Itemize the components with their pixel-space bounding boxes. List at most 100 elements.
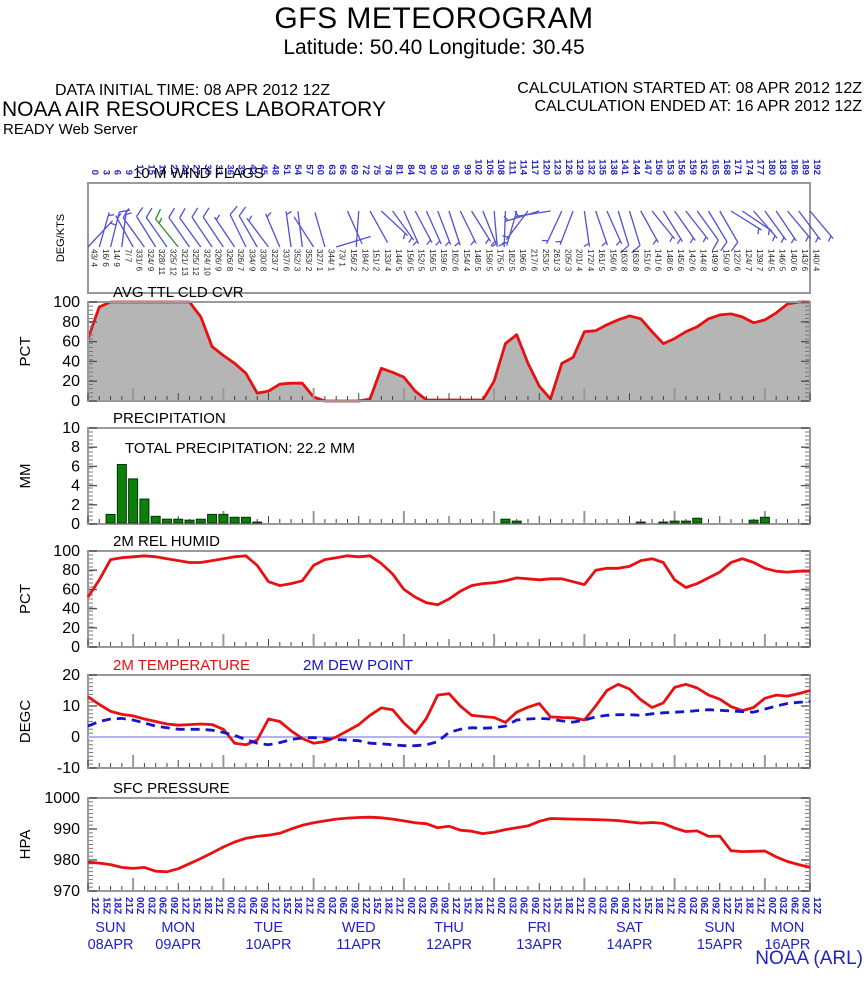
svg-text:DEGC: DEGC (17, 700, 34, 744)
svg-text:196/ 6: 196/ 6 (518, 249, 527, 272)
svg-text:03Z: 03Z (145, 897, 156, 914)
svg-text:253/ 5: 253/ 5 (541, 249, 550, 272)
svg-text:96: 96 (450, 164, 461, 175)
svg-text:20: 20 (62, 620, 80, 637)
svg-text:06Z: 06Z (157, 897, 168, 914)
svg-text:08APR: 08APR (88, 937, 134, 953)
svg-text:165: 165 (709, 159, 720, 176)
svg-text:40: 40 (62, 601, 80, 618)
svg-text:135: 135 (597, 159, 608, 176)
svg-text:10: 10 (62, 698, 80, 715)
organization-title: NOAA AIR RESOURCES LABORATORY (2, 98, 386, 121)
svg-text:184/ 2: 184/ 2 (360, 249, 369, 272)
svg-text:217/ 6: 217/ 6 (529, 249, 538, 272)
svg-text:122/ 6: 122/ 6 (733, 249, 742, 272)
svg-text:126: 126 (563, 159, 574, 175)
svg-text:138: 138 (608, 159, 619, 175)
svg-text:182/ 5: 182/ 5 (507, 249, 516, 272)
svg-text:MM: MM (17, 464, 34, 489)
svg-text:43/ 4: 43/ 4 (90, 249, 99, 267)
svg-text:0: 0 (71, 516, 80, 533)
svg-text:12Z: 12Z (811, 897, 822, 914)
svg-text:73/ 1: 73/ 1 (338, 249, 347, 267)
svg-text:189: 189 (800, 159, 811, 175)
svg-text:03Z: 03Z (416, 897, 427, 914)
svg-text:11APR: 11APR (336, 937, 381, 953)
svg-text:174: 174 (743, 159, 754, 176)
svg-text:00Z: 00Z (676, 897, 687, 914)
noaa-arl-credit: NOAA (ARL) (755, 948, 863, 969)
svg-text:324/ 10: 324/ 10 (202, 249, 211, 276)
svg-text:143/ 6: 143/ 6 (800, 249, 809, 272)
svg-text:12: 12 (134, 164, 145, 175)
svg-text:00Z: 00Z (585, 897, 596, 914)
svg-text:15Z: 15Z (371, 897, 382, 914)
svg-text:SUN: SUN (704, 920, 735, 936)
svg-text:00Z: 00Z (315, 897, 326, 914)
lat-lon-subtitle: Latitude: 50.40 Longitude: 30.45 (283, 36, 585, 59)
svg-text:144/ 5: 144/ 5 (766, 249, 775, 272)
svg-text:18Z: 18Z (653, 897, 664, 914)
svg-text:326/ 9: 326/ 9 (214, 249, 223, 272)
svg-text:60: 60 (62, 581, 80, 598)
svg-text:15: 15 (145, 164, 156, 175)
calculation-ended: CALCULATION ENDED AT: 16 APR 2012 12Z (534, 98, 862, 115)
svg-text:18Z: 18Z (202, 897, 213, 914)
svg-text:15APR: 15APR (697, 937, 743, 953)
svg-text:09Z: 09Z (439, 897, 450, 914)
svg-text:TOTAL PRECIPITATION: 22.2 MM: TOTAL PRECIPITATION: 22.2 MM (125, 440, 355, 457)
svg-text:06Z: 06Z (788, 897, 799, 914)
svg-text:0: 0 (71, 393, 80, 410)
svg-text:148/ 5: 148/ 5 (473, 249, 482, 272)
svg-text:80: 80 (62, 562, 80, 579)
svg-text:HPA: HPA (17, 830, 34, 860)
svg-text:54: 54 (292, 164, 303, 175)
svg-text:AVG TTL CLD CVR: AVG TTL CLD CVR (113, 284, 244, 301)
svg-text:142/ 6: 142/ 6 (687, 249, 696, 272)
precipitation-panel: 0 2 4 6 8 10 MM PRECIPITATION TOTAL PRECIPITATIO… (17, 410, 811, 533)
svg-text:09Z: 09Z (800, 897, 811, 914)
svg-text:PCT: PCT (17, 584, 34, 614)
svg-text:SFC PRESSURE: SFC PRESSURE (113, 780, 230, 797)
svg-text:TUE: TUE (254, 920, 283, 936)
svg-text:36: 36 (224, 164, 235, 175)
svg-text:2M TEMPERATURE: 2M TEMPERATURE (113, 657, 250, 674)
svg-text:69: 69 (348, 164, 359, 175)
svg-text:177: 177 (755, 159, 766, 175)
svg-text:161/ 5: 161/ 5 (597, 249, 606, 272)
cloud-cover-panel: 0 20 40 60 80 100 PCT AVG TTL CLD CVR (17, 284, 811, 410)
svg-text:4: 4 (71, 478, 80, 495)
svg-text:0: 0 (71, 729, 80, 746)
svg-text:145/ 6: 145/ 6 (676, 249, 685, 272)
svg-text:180: 180 (766, 159, 777, 175)
svg-text:06Z: 06Z (698, 897, 709, 914)
svg-text:144/ 5: 144/ 5 (394, 249, 403, 272)
svg-text:100: 100 (53, 294, 80, 311)
svg-text:84: 84 (405, 164, 416, 175)
svg-text:75: 75 (371, 164, 382, 175)
svg-text:970: 970 (53, 883, 80, 900)
svg-text:163/ 8: 163/ 8 (620, 249, 629, 272)
time-axis: 12Z 15Z 18Z 21Z 00Z 03Z 06Z 09Z 12Z 15Z 18Z 21Z 00Z 0… (88, 897, 822, 953)
svg-text:PCT: PCT (17, 337, 34, 367)
svg-text:15Z: 15Z (642, 897, 653, 914)
svg-text:21: 21 (168, 164, 179, 175)
page-title: GFS METEOROGRAM (274, 2, 594, 35)
svg-text:MON: MON (161, 920, 195, 936)
svg-text:154/ 4: 154/ 4 (462, 249, 471, 272)
svg-text:03Z: 03Z (597, 897, 608, 914)
svg-text:09Z: 09Z (619, 897, 630, 914)
svg-text:06Z: 06Z (518, 897, 529, 914)
svg-text:20: 20 (62, 373, 80, 390)
svg-text:3: 3 (100, 170, 111, 175)
svg-text:156/ 6: 156/ 6 (608, 249, 617, 272)
svg-text:15Z: 15Z (552, 897, 563, 914)
svg-text:18Z: 18Z (743, 897, 754, 914)
svg-text:163/ 8: 163/ 8 (631, 249, 640, 272)
svg-text:18Z: 18Z (563, 897, 574, 914)
server-name: READY Web Server (3, 121, 138, 138)
svg-text:344/ 1: 344/ 1 (326, 249, 335, 272)
svg-text:27: 27 (191, 164, 202, 175)
svg-text:30: 30 (202, 164, 213, 175)
